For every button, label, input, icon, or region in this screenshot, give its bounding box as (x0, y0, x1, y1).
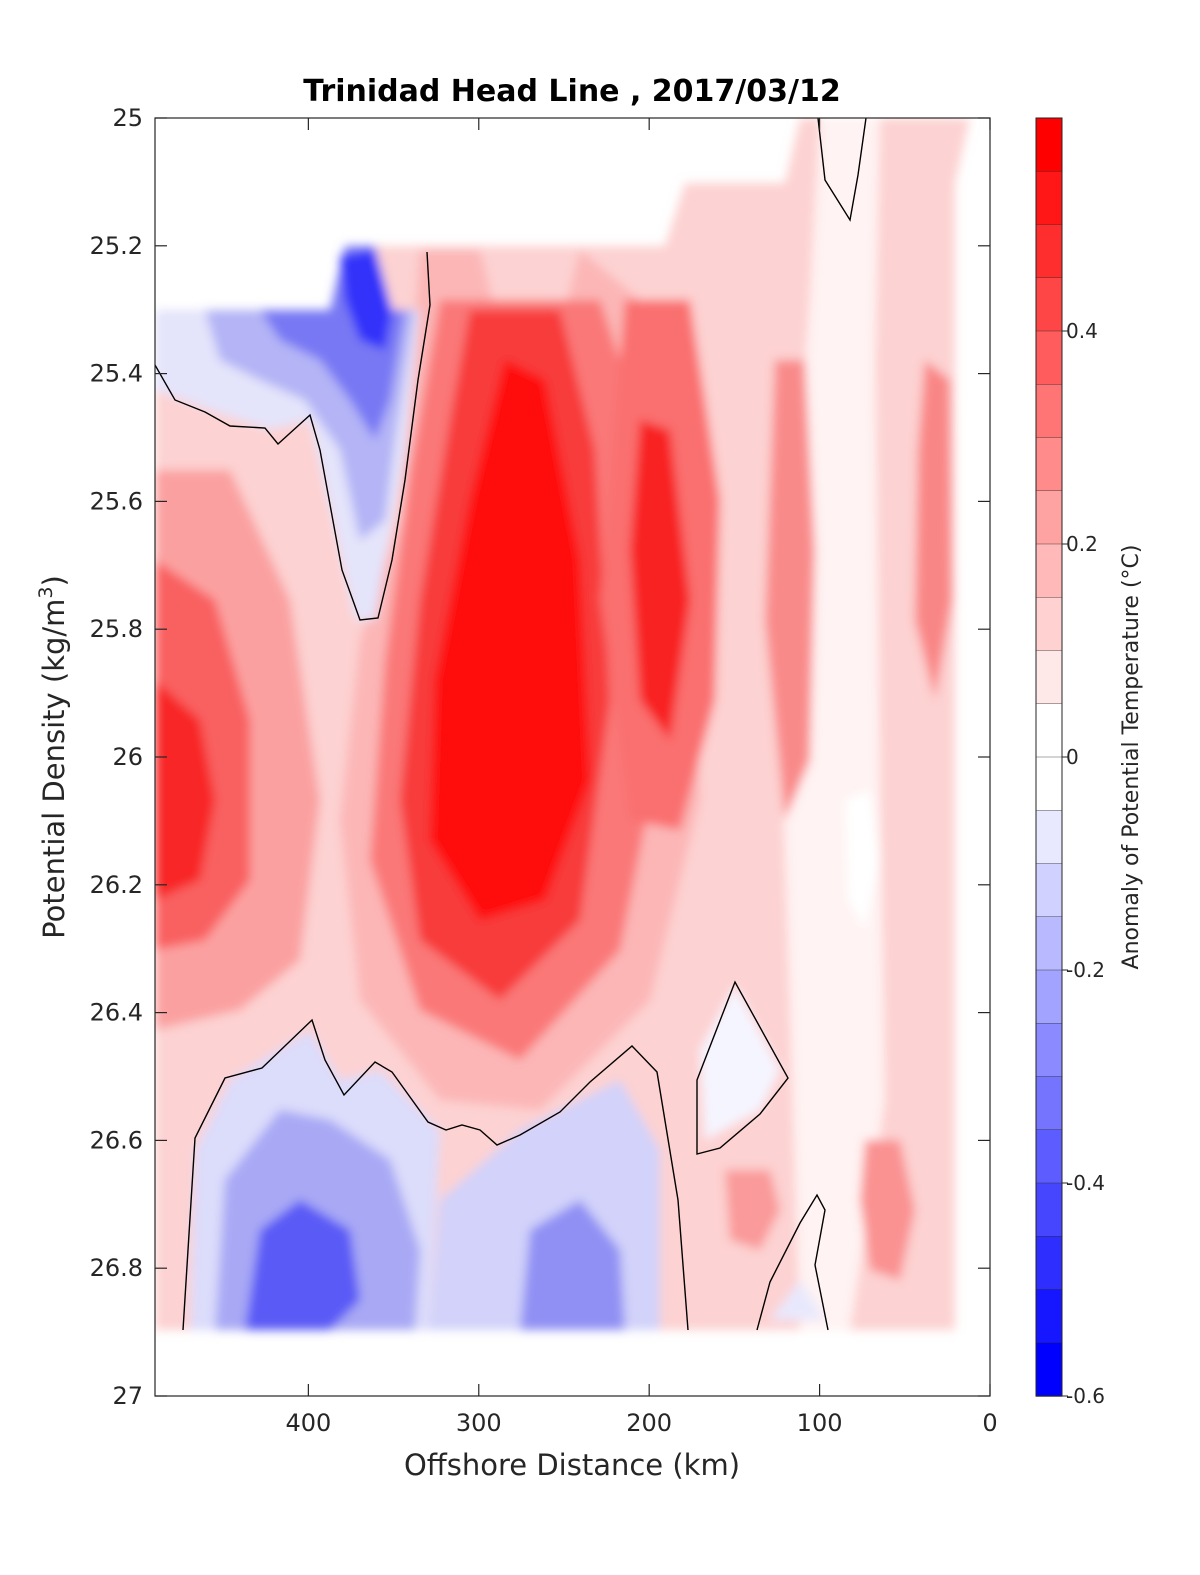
colorbar-band (1035, 597, 1063, 652)
y-tick-label: 26.8 (90, 1254, 143, 1282)
colorbar-tick-label: -0.6 (1066, 1384, 1105, 1408)
colorbar-band (1035, 1342, 1063, 1397)
colorbar-tick-label: -0.2 (1066, 958, 1105, 982)
y-tick-label: 26.6 (90, 1126, 143, 1154)
colorbar-title: Anomaly of Potential Temperature (°C) (1119, 545, 1144, 970)
colorbar-tick-label: 0.2 (1066, 532, 1098, 556)
colorbar-tick-label: 0 (1066, 745, 1079, 769)
field-zero-pocket (845, 790, 880, 930)
x-axis-title: Offshore Distance (km) (404, 1448, 740, 1482)
y-tick-label: 25 (112, 104, 143, 132)
x-tick-label: 400 (285, 1409, 331, 1437)
y-axis-title: Potential Density (kg/m3) (35, 575, 71, 939)
colorbar-tick-label: 0.4 (1066, 319, 1098, 343)
contour-upper-west (155, 251, 431, 621)
deep-spot-east (860, 1140, 915, 1280)
x-tick-label: 200 (626, 1409, 672, 1437)
colorbar-band (1035, 437, 1063, 492)
filled-contours (155, 118, 970, 1330)
lens-200-core (630, 420, 690, 740)
deep-spot-150 (725, 1170, 780, 1250)
y-axis-title-main: Potential Density (kg/m (37, 599, 71, 939)
y-axis-title-sup: 3 (35, 586, 57, 598)
colorbar-band (1035, 916, 1063, 971)
colorbar-band (1035, 810, 1063, 865)
colorbar: 0.4 0.2 0 -0.2 -0.4 -0.6 Anomaly of Potential… (1035, 117, 1144, 1408)
colorbar-band (1035, 863, 1063, 918)
colorbar-band (1035, 543, 1063, 598)
y-tick-label: 25.4 (90, 360, 143, 388)
colorbar-band (1035, 384, 1063, 439)
cold-basin-250-core (520, 1200, 625, 1330)
cold-spot-deep-100 (770, 1280, 825, 1320)
cold-pocket-150 (700, 985, 780, 1140)
colorbar-band (1035, 756, 1063, 811)
colorbar-band (1035, 117, 1063, 172)
y-tick-label: 25.2 (90, 232, 143, 260)
chart-title: Trinidad Head Line , 2017/03/12 (303, 74, 840, 109)
colorbar-ticks: 0.4 0.2 0 -0.2 -0.4 -0.6 (1062, 319, 1105, 1408)
colorbar-band (1035, 224, 1063, 279)
colorbar-band (1035, 277, 1063, 332)
colorbar-band (1035, 330, 1063, 385)
y-axis: 25 25.2 25.4 25.6 25.8 26 26.2 26.4 26.6 26.8 27 (90, 104, 990, 1410)
colorbar-band (1035, 1236, 1063, 1291)
contour-deep-basin (182, 1018, 689, 1331)
lens-coast (915, 360, 952, 700)
y-tick-label: 26 (112, 743, 143, 771)
colorbar-tick-label: -0.4 (1066, 1171, 1105, 1195)
colorbar-band (1035, 1129, 1063, 1184)
contour-top-east (817, 118, 867, 222)
x-tick-label: 300 (456, 1409, 502, 1437)
colorbar-band (1035, 1076, 1063, 1131)
y-tick-label: 26.2 (90, 871, 143, 899)
colorbar-band (1035, 969, 1063, 1024)
x-axis: 400 300 200 100 0 (285, 118, 998, 1437)
anomaly-field (155, 118, 970, 1331)
colorbar-band (1035, 703, 1063, 758)
colorbar-band (1035, 650, 1063, 705)
colorbar-bands (1035, 117, 1063, 1397)
contour-pocket-150 (696, 980, 789, 1155)
contour-deep-100 (756, 1193, 829, 1331)
colorbar-band (1035, 1182, 1063, 1237)
plot-area: 25 25.2 25.4 25.6 25.8 26 26.2 26.4 26.6 26.8 27 4… (90, 104, 998, 1437)
colorbar-band (1035, 1023, 1063, 1078)
colorbar-band (1035, 1289, 1063, 1344)
y-tick-label: 26.4 (90, 999, 143, 1027)
core-center (430, 360, 590, 920)
zero-contours (155, 118, 867, 1331)
y-axis-title-end: ) (37, 575, 71, 586)
colorbar-band (1035, 490, 1063, 545)
cold-basin-west-core (245, 1200, 360, 1330)
lens-west-core (155, 680, 215, 900)
x-tick-label: 100 (797, 1409, 843, 1437)
colorbar-band (1035, 171, 1063, 226)
x-tick-label: 0 (982, 1409, 997, 1437)
lens-120 (765, 360, 815, 820)
cold-tongue-core (340, 250, 392, 350)
y-tick-label: 27 (112, 1382, 143, 1410)
y-tick-label: 25.8 (90, 615, 143, 643)
y-tick-label: 25.6 (90, 487, 143, 515)
